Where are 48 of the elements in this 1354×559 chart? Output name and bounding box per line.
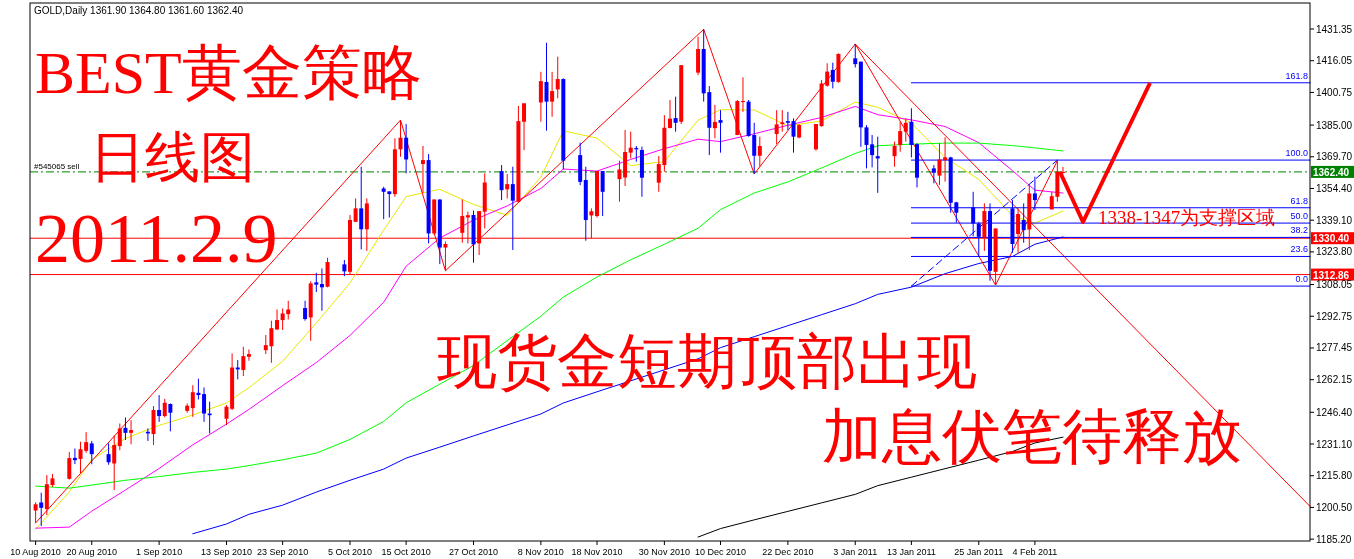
x-tick-label: 30 Nov 2010 bbox=[638, 547, 690, 557]
series-label: 100.0 bbox=[1285, 148, 1308, 159]
x-tick-label: 20 Aug 2010 bbox=[66, 547, 118, 557]
y-tick-label: 1308.05 bbox=[1316, 279, 1353, 291]
chart-title: GOLD,Daily 1361.90 1364.80 1361.60 1362.40 bbox=[34, 5, 244, 16]
x-tick-label: 27 Oct 2010 bbox=[448, 547, 499, 557]
ref-line-label: 1330.40 bbox=[1313, 233, 1350, 245]
y-tick-label: 1200.50 bbox=[1316, 501, 1353, 513]
y-tick-label: 1369.70 bbox=[1316, 151, 1353, 163]
x-tick-label: 1 Sep 2010 bbox=[136, 547, 183, 557]
series-label: 50.0 bbox=[1290, 211, 1308, 222]
series-label: 0.0 bbox=[1295, 274, 1308, 285]
y-tick-label: 1262.15 bbox=[1316, 374, 1353, 386]
y-tick-label: 1246.40 bbox=[1316, 406, 1353, 418]
x-tick-label: 4 Feb 2011 bbox=[1012, 547, 1058, 557]
y-tick-label: 1323.80 bbox=[1316, 246, 1353, 258]
series-label: 161.8 bbox=[1285, 70, 1308, 81]
y-tick-label: 1215.80 bbox=[1316, 470, 1353, 482]
y-tick-label: 1416.05 bbox=[1316, 55, 1353, 67]
x-tick-label: 3 Jan 2011 bbox=[833, 547, 878, 557]
y-tick-label: 1292.75 bbox=[1316, 310, 1353, 322]
series-label: 38.2 bbox=[1290, 225, 1308, 236]
y-tick-label: 1231.10 bbox=[1316, 438, 1353, 450]
x-tick-label: 13 Sep 2010 bbox=[200, 547, 253, 557]
y-tick-label: 1431.35 bbox=[1316, 23, 1353, 35]
x-tick-label: 10 Aug 2010 bbox=[10, 547, 61, 557]
y-tick-label: 1277.45 bbox=[1316, 342, 1353, 354]
annotation: #545065 sell bbox=[34, 161, 80, 171]
annotation: BEST黄金策略 bbox=[35, 40, 422, 106]
y-tick-label: 1400.75 bbox=[1316, 86, 1353, 98]
x-tick-label: 23 Sep 2010 bbox=[257, 547, 309, 557]
x-tick-label: 15 Oct 2010 bbox=[381, 547, 431, 557]
annotation: 1338-1347为支撑区域 bbox=[1098, 207, 1276, 228]
y-tick-label: 1354.40 bbox=[1316, 182, 1353, 194]
x-tick-label: 22 Dec 2010 bbox=[762, 547, 814, 557]
x-tick-label: 18 Nov 2010 bbox=[571, 547, 623, 557]
y-tick-label: 1385.00 bbox=[1316, 119, 1353, 131]
x-tick-label: 25 Jan 2011 bbox=[954, 547, 1004, 557]
x-tick-label: 5 Oct 2010 bbox=[327, 547, 373, 557]
x-tick-label: 10 Dec 2010 bbox=[695, 547, 747, 557]
ref-line-label: 1312.86 bbox=[1313, 269, 1350, 281]
series-label: 61.8 bbox=[1290, 195, 1308, 206]
y-tick-label: 1185.20 bbox=[1316, 533, 1352, 545]
ref-line-label: 1362.40 bbox=[1313, 166, 1350, 178]
series-label: 23.6 bbox=[1290, 244, 1308, 255]
y-tick-label: 1339.10 bbox=[1316, 214, 1353, 226]
x-tick-label: 13 Jan 2011 bbox=[886, 547, 936, 557]
x-tick-label: 8 Nov 2010 bbox=[517, 547, 564, 557]
